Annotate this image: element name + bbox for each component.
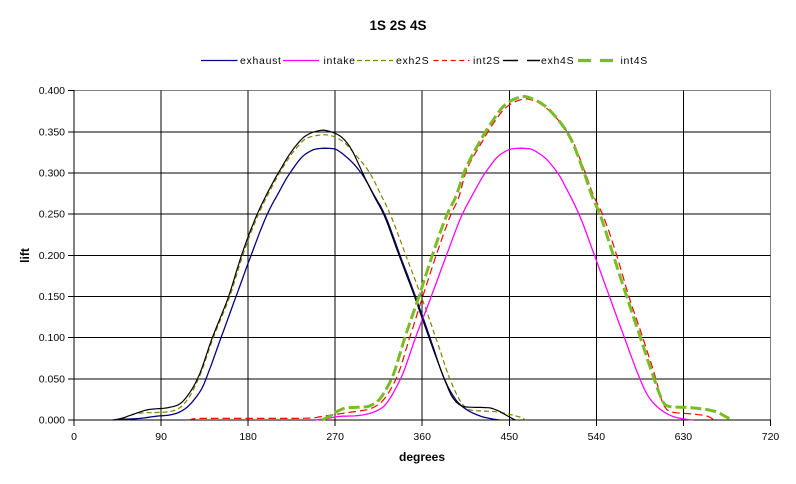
svg-text:450: 450 <box>501 431 519 443</box>
svg-text:540: 540 <box>588 431 606 443</box>
svg-text:int4S: int4S <box>621 55 648 67</box>
svg-text:exh4S: exh4S <box>541 55 574 67</box>
svg-text:0.300: 0.300 <box>39 167 65 179</box>
svg-text:0.200: 0.200 <box>39 250 65 262</box>
svg-text:lift: lift <box>18 248 32 263</box>
svg-text:90: 90 <box>155 431 167 443</box>
svg-text:0: 0 <box>71 431 77 443</box>
svg-text:180: 180 <box>239 431 257 443</box>
svg-text:exhaust: exhaust <box>240 55 282 67</box>
svg-text:0.250: 0.250 <box>39 209 65 221</box>
svg-text:0.050: 0.050 <box>39 373 65 385</box>
svg-text:1S 2S 4S: 1S 2S 4S <box>369 18 426 33</box>
svg-text:0.000: 0.000 <box>39 415 65 427</box>
svg-text:0.100: 0.100 <box>39 332 65 344</box>
svg-text:int2S: int2S <box>473 55 500 67</box>
svg-text:0.400: 0.400 <box>39 85 65 97</box>
svg-text:630: 630 <box>675 431 693 443</box>
svg-text:intake: intake <box>324 55 356 67</box>
svg-text:360: 360 <box>413 431 431 443</box>
svg-text:270: 270 <box>326 431 344 443</box>
svg-text:720: 720 <box>762 431 780 443</box>
svg-text:exh2S: exh2S <box>396 55 429 67</box>
svg-text:degrees: degrees <box>399 450 445 464</box>
svg-text:0.350: 0.350 <box>39 126 65 138</box>
svg-text:0.150: 0.150 <box>39 291 65 303</box>
